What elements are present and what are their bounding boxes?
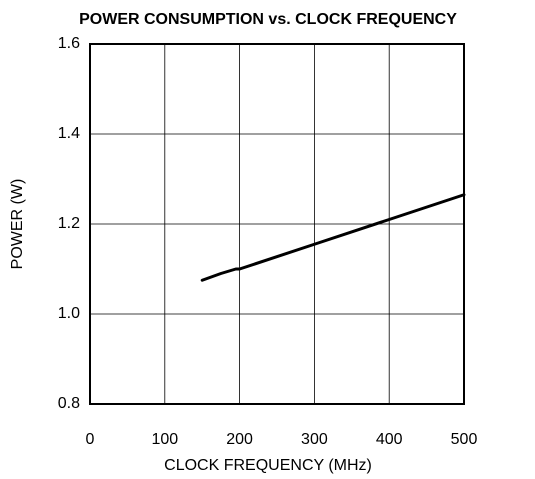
y-axis-label: POWER (W)	[9, 179, 26, 270]
x-tick-label: 400	[376, 431, 403, 448]
y-tick-label: 1.4	[58, 125, 80, 142]
plot-frame	[89, 43, 465, 405]
x-axis-label: CLOCK FREQUENCY (MHz)	[164, 457, 372, 474]
y-tick-label: 0.8	[58, 395, 80, 412]
y-tick-label: 1.2	[58, 215, 80, 232]
chart-title: POWER CONSUMPTION vs. CLOCK FREQUENCY	[79, 11, 457, 28]
x-tick-label: 500	[451, 431, 478, 448]
x-tick-label: 0	[86, 431, 95, 448]
data-line	[200, 193, 466, 282]
x-tick-label: 300	[301, 431, 328, 448]
y-tick-label: 1.6	[58, 35, 80, 52]
x-tick-label: 100	[151, 431, 178, 448]
x-tick-label: 200	[226, 431, 253, 448]
y-tick-label: 1.0	[58, 305, 80, 322]
